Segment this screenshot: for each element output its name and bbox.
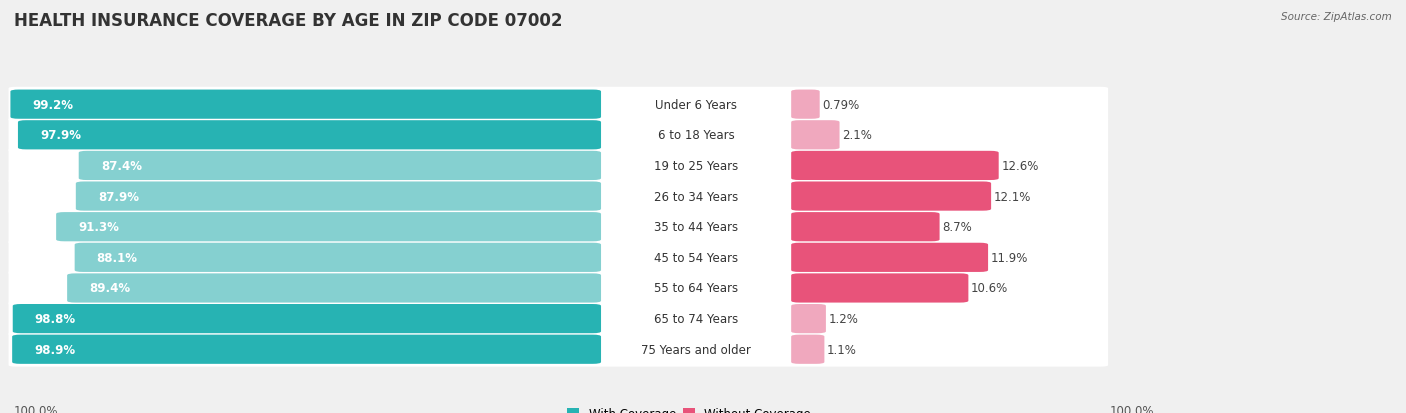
Text: 35 to 44 Years: 35 to 44 Years [654, 221, 738, 234]
FancyBboxPatch shape [10, 90, 600, 119]
FancyBboxPatch shape [8, 149, 1108, 183]
FancyBboxPatch shape [792, 274, 969, 303]
FancyBboxPatch shape [18, 121, 600, 150]
Text: Source: ZipAtlas.com: Source: ZipAtlas.com [1281, 12, 1392, 22]
Text: 87.4%: 87.4% [101, 159, 142, 173]
Text: 99.2%: 99.2% [32, 98, 73, 112]
Text: 65 to 74 Years: 65 to 74 Years [654, 312, 738, 325]
Text: 98.8%: 98.8% [35, 312, 76, 325]
FancyBboxPatch shape [79, 152, 600, 180]
FancyBboxPatch shape [8, 301, 1108, 336]
FancyBboxPatch shape [792, 243, 988, 272]
Text: 12.1%: 12.1% [994, 190, 1031, 203]
Text: 89.4%: 89.4% [89, 282, 131, 295]
FancyBboxPatch shape [8, 210, 1108, 244]
FancyBboxPatch shape [792, 152, 998, 180]
FancyBboxPatch shape [792, 121, 839, 150]
FancyBboxPatch shape [8, 332, 1108, 367]
Text: 10.6%: 10.6% [972, 282, 1008, 295]
Text: 1.1%: 1.1% [827, 343, 858, 356]
FancyBboxPatch shape [8, 271, 1108, 306]
Text: 6 to 18 Years: 6 to 18 Years [658, 129, 734, 142]
FancyBboxPatch shape [13, 335, 600, 364]
FancyBboxPatch shape [8, 240, 1108, 275]
FancyBboxPatch shape [75, 243, 600, 272]
FancyBboxPatch shape [792, 182, 991, 211]
Text: 19 to 25 Years: 19 to 25 Years [654, 159, 738, 173]
Text: 97.9%: 97.9% [39, 129, 82, 142]
Text: 45 to 54 Years: 45 to 54 Years [654, 251, 738, 264]
Text: 0.79%: 0.79% [823, 98, 859, 112]
FancyBboxPatch shape [8, 118, 1108, 153]
FancyBboxPatch shape [792, 335, 824, 364]
Text: 12.6%: 12.6% [1001, 159, 1039, 173]
FancyBboxPatch shape [76, 182, 600, 211]
FancyBboxPatch shape [792, 213, 939, 242]
FancyBboxPatch shape [56, 213, 600, 242]
FancyBboxPatch shape [792, 90, 820, 119]
Text: 87.9%: 87.9% [98, 190, 139, 203]
Text: 100.0%: 100.0% [1109, 404, 1154, 413]
FancyBboxPatch shape [792, 304, 825, 333]
Legend: With Coverage, Without Coverage: With Coverage, Without Coverage [568, 407, 811, 413]
Text: 1.2%: 1.2% [828, 312, 859, 325]
Text: 91.3%: 91.3% [79, 221, 120, 234]
Text: 100.0%: 100.0% [14, 404, 59, 413]
FancyBboxPatch shape [8, 179, 1108, 214]
Text: 55 to 64 Years: 55 to 64 Years [654, 282, 738, 295]
Text: 88.1%: 88.1% [97, 251, 138, 264]
Text: 26 to 34 Years: 26 to 34 Years [654, 190, 738, 203]
FancyBboxPatch shape [8, 88, 1108, 122]
Text: 11.9%: 11.9% [991, 251, 1028, 264]
Text: Under 6 Years: Under 6 Years [655, 98, 737, 112]
FancyBboxPatch shape [13, 304, 600, 333]
Text: HEALTH INSURANCE COVERAGE BY AGE IN ZIP CODE 07002: HEALTH INSURANCE COVERAGE BY AGE IN ZIP … [14, 12, 562, 30]
Text: 2.1%: 2.1% [842, 129, 872, 142]
FancyBboxPatch shape [67, 274, 600, 303]
Text: 98.9%: 98.9% [34, 343, 76, 356]
Text: 8.7%: 8.7% [942, 221, 972, 234]
Text: 75 Years and older: 75 Years and older [641, 343, 751, 356]
